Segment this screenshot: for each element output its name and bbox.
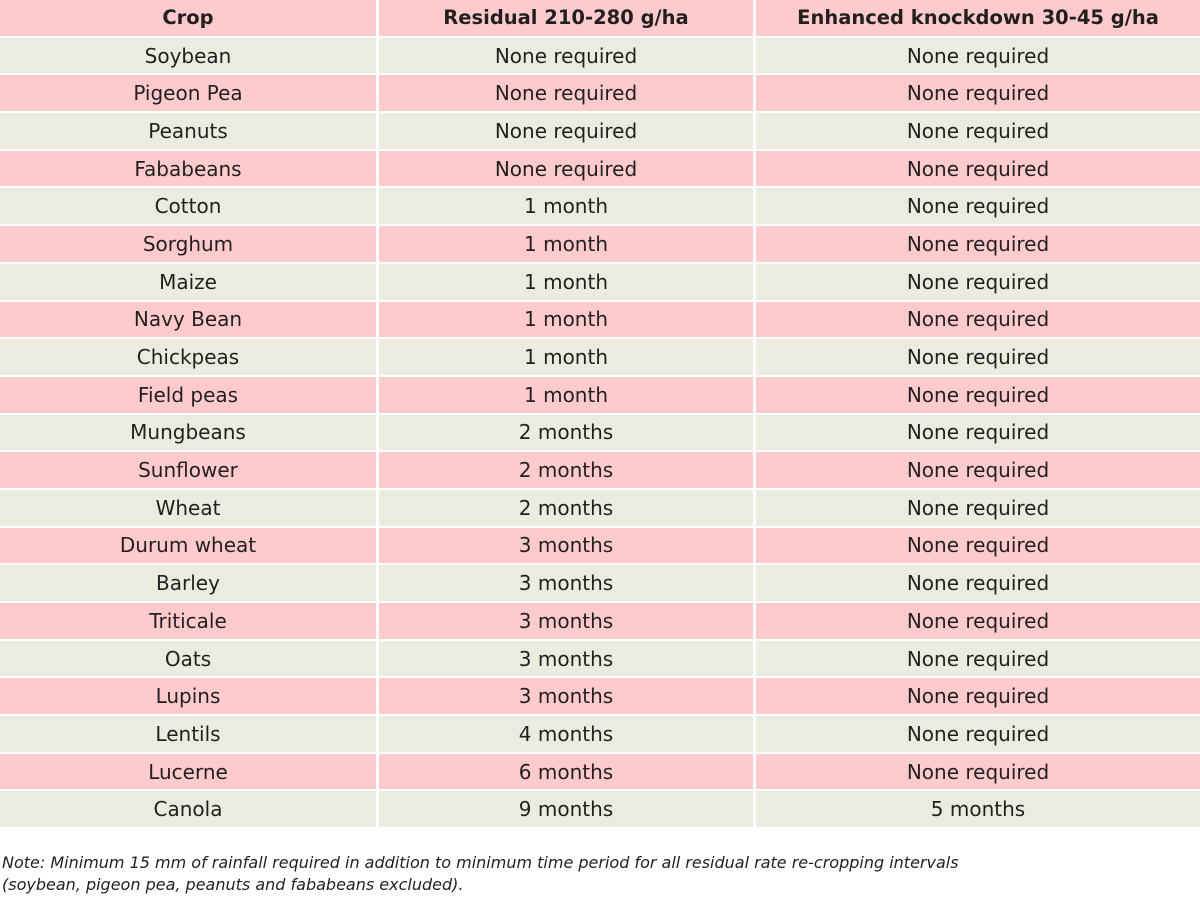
cell-residual: 3 months [379, 565, 756, 603]
cell-knockdown: None required [756, 641, 1200, 679]
cell-residual: 2 months [379, 452, 756, 490]
cell-crop: Peanuts [0, 113, 379, 151]
cell-knockdown: None required [756, 377, 1200, 415]
cell-knockdown: None required [756, 113, 1200, 151]
table-body: Soybean None required None required Pigeon … [0, 38, 1200, 829]
cell-crop: Navy Bean [0, 302, 379, 340]
table-row: Maize 1 month None required [0, 264, 1200, 302]
cell-crop: Oats [0, 641, 379, 679]
cell-residual: 1 month [379, 377, 756, 415]
cell-knockdown: None required [756, 528, 1200, 566]
footnote-line-2: (soybean, pigeon pea, peanuts and fababe… [2, 874, 1192, 896]
cell-residual: 1 month [379, 226, 756, 264]
cell-residual: None required [379, 75, 756, 113]
footnote-line-1: Note: Minimum 15 mm of rainfall required… [2, 852, 1192, 874]
cell-residual: 3 months [379, 641, 756, 679]
table-row: Sunflower 2 months None required [0, 452, 1200, 490]
cell-crop: Lupins [0, 678, 379, 716]
footnote: Note: Minimum 15 mm of rainfall required… [2, 852, 1192, 896]
table-row: Field peas 1 month None required [0, 377, 1200, 415]
table-row: Sorghum 1 month None required [0, 226, 1200, 264]
cell-knockdown: None required [756, 339, 1200, 377]
header-crop: Crop [0, 0, 379, 38]
table-row: Mungbeans 2 months None required [0, 415, 1200, 453]
cell-knockdown: None required [756, 716, 1200, 754]
cell-knockdown: 5 months [756, 791, 1200, 829]
cell-residual: 3 months [379, 678, 756, 716]
cell-crop: Cotton [0, 188, 379, 226]
table-header-row: Crop Residual 210-280 g/ha Enhanced knoc… [0, 0, 1200, 38]
cell-residual: 9 months [379, 791, 756, 829]
cell-crop: Durum wheat [0, 528, 379, 566]
table-row: Triticale 3 months None required [0, 603, 1200, 641]
cell-knockdown: None required [756, 264, 1200, 302]
header-knockdown: Enhanced knockdown 30-45 g/ha [756, 0, 1200, 38]
cell-knockdown: None required [756, 754, 1200, 792]
table-row: Oats 3 months None required [0, 641, 1200, 679]
cell-residual: 1 month [379, 302, 756, 340]
cell-residual: 1 month [379, 264, 756, 302]
cell-knockdown: None required [756, 151, 1200, 189]
table-row: Durum wheat 3 months None required [0, 528, 1200, 566]
cell-residual: 3 months [379, 528, 756, 566]
cell-crop: Fababeans [0, 151, 379, 189]
header-residual: Residual 210-280 g/ha [379, 0, 756, 38]
cell-knockdown: None required [756, 302, 1200, 340]
cell-crop: Triticale [0, 603, 379, 641]
cell-residual: 3 months [379, 603, 756, 641]
cell-knockdown: None required [756, 490, 1200, 528]
cell-crop: Field peas [0, 377, 379, 415]
cell-crop: Lucerne [0, 754, 379, 792]
table-row: Soybean None required None required [0, 38, 1200, 76]
cell-residual: None required [379, 113, 756, 151]
cell-crop: Mungbeans [0, 415, 379, 453]
cell-crop: Sunflower [0, 452, 379, 490]
cell-knockdown: None required [756, 415, 1200, 453]
cell-residual: 1 month [379, 188, 756, 226]
table-row: Navy Bean 1 month None required [0, 302, 1200, 340]
table-row: Lucerne 6 months None required [0, 754, 1200, 792]
cell-crop: Canola [0, 791, 379, 829]
cell-residual: None required [379, 151, 756, 189]
cell-residual: 4 months [379, 716, 756, 754]
table-row: Canola 9 months 5 months [0, 791, 1200, 829]
cell-residual: 6 months [379, 754, 756, 792]
cell-knockdown: None required [756, 38, 1200, 76]
table-row: Pigeon Pea None required None required [0, 75, 1200, 113]
recropping-table: Crop Residual 210-280 g/ha Enhanced knoc… [0, 0, 1200, 829]
cell-knockdown: None required [756, 678, 1200, 716]
cell-knockdown: None required [756, 452, 1200, 490]
cell-crop: Wheat [0, 490, 379, 528]
cell-residual: 2 months [379, 415, 756, 453]
table-row: Fababeans None required None required [0, 151, 1200, 189]
cell-knockdown: None required [756, 565, 1200, 603]
cell-knockdown: None required [756, 603, 1200, 641]
table-row: Peanuts None required None required [0, 113, 1200, 151]
cell-crop: Chickpeas [0, 339, 379, 377]
table-row: Barley 3 months None required [0, 565, 1200, 603]
cell-knockdown: None required [756, 188, 1200, 226]
cell-knockdown: None required [756, 226, 1200, 264]
table-row: Lupins 3 months None required [0, 678, 1200, 716]
cell-residual: 1 month [379, 339, 756, 377]
cell-residual: None required [379, 38, 756, 76]
table-row: Wheat 2 months None required [0, 490, 1200, 528]
cell-crop: Soybean [0, 38, 379, 76]
table-row: Lentils 4 months None required [0, 716, 1200, 754]
cell-knockdown: None required [756, 75, 1200, 113]
cell-crop: Pigeon Pea [0, 75, 379, 113]
cell-crop: Lentils [0, 716, 379, 754]
table-row: Chickpeas 1 month None required [0, 339, 1200, 377]
cell-crop: Maize [0, 264, 379, 302]
cell-crop: Barley [0, 565, 379, 603]
cell-crop: Sorghum [0, 226, 379, 264]
table-row: Cotton 1 month None required [0, 188, 1200, 226]
cell-residual: 2 months [379, 490, 756, 528]
